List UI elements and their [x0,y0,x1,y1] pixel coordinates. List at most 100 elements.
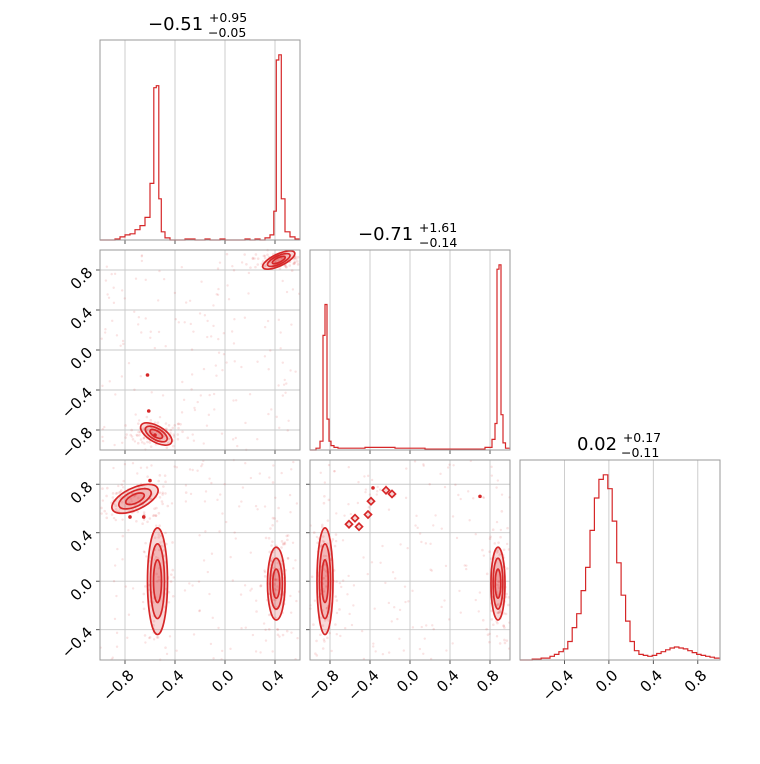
sample-point [123,463,127,466]
sample-point [115,491,119,495]
sample-point [323,590,326,593]
sample-point [273,578,277,581]
sample-point [493,542,497,545]
sample-point [496,550,500,553]
sample-point [285,265,288,269]
sample-point [272,464,275,467]
sample-point [493,556,497,560]
sample-point [498,610,502,613]
sample-point [291,541,295,544]
sample-point [364,488,368,491]
sample-point [143,442,146,445]
sample-point [506,526,509,530]
sample-point [250,587,253,591]
sample-point [170,502,174,505]
sample-point [216,293,220,296]
sample-point [203,314,207,317]
sample-point [215,293,218,296]
sample-point [142,511,146,514]
sample-point [269,349,272,352]
sample-point [186,436,190,440]
panel-frame [309,249,511,451]
sample-point [256,360,259,363]
sample-point [147,588,151,592]
sample-point [422,464,425,467]
sample-point [105,516,109,520]
sample-point [321,624,325,627]
sample-point [158,548,161,552]
sample-point [172,433,176,436]
sample-point [233,360,236,363]
sample-point [333,544,337,548]
sample-point [259,584,262,588]
sample-point [292,567,295,570]
sample-point [190,388,193,391]
sample-point [244,626,247,629]
sample-point [142,436,146,440]
sample-point [167,601,171,604]
sample-point [327,463,331,467]
sample-point [323,640,326,643]
sample-point [149,330,152,333]
sample-point [156,299,160,302]
sample-point [140,255,143,258]
sample-point [457,493,460,497]
sample-point [111,492,115,495]
sample-point [198,609,202,612]
sample-point [189,492,193,496]
sample-point [204,530,207,533]
sample-point [274,496,277,499]
sample-point [254,253,258,256]
sample-point [322,535,325,538]
sample-point [167,590,171,594]
sample-point [496,603,499,606]
sample-point [324,563,327,567]
sample-point [115,334,119,337]
sample-point [281,361,284,364]
sample-point [498,642,502,645]
sample-point [231,579,235,582]
sample-point [156,636,160,639]
sample-point [127,361,131,365]
sample-point [161,394,165,397]
sample-point [334,533,338,536]
sample-point [360,629,364,633]
sample-point [363,475,366,478]
sample-point [241,486,245,489]
sample-point [121,534,125,538]
sample-point [293,256,297,260]
sample-point [296,263,300,266]
sample-point [366,572,369,576]
sample-point [104,328,107,331]
sample-point [164,422,168,425]
sample-point [328,632,331,635]
sample-point [335,580,338,583]
sample-point [274,578,277,582]
sample-point [154,514,158,518]
sample-point [296,260,299,263]
sample-point [175,649,178,652]
sample-point [131,462,135,465]
sample-point [155,506,158,510]
sample-point [312,623,315,626]
sample-point [125,433,128,436]
sample-point [181,380,184,384]
sample-point [489,557,493,560]
sample-point [227,298,231,301]
sample-point [129,497,133,500]
sample-point [276,259,279,262]
sample-point [350,623,354,627]
sample-point [101,487,104,490]
sample-point [240,365,243,369]
sample-point [255,610,258,613]
sample-point [281,279,284,283]
sample-point [454,483,457,487]
sample-point [288,264,292,267]
sample-point [496,479,500,482]
sample-point [157,536,160,539]
sample-point [287,419,290,422]
sample-point [191,584,194,587]
sample-point [121,339,125,343]
sample-point [274,578,278,582]
sample-point [439,472,442,476]
